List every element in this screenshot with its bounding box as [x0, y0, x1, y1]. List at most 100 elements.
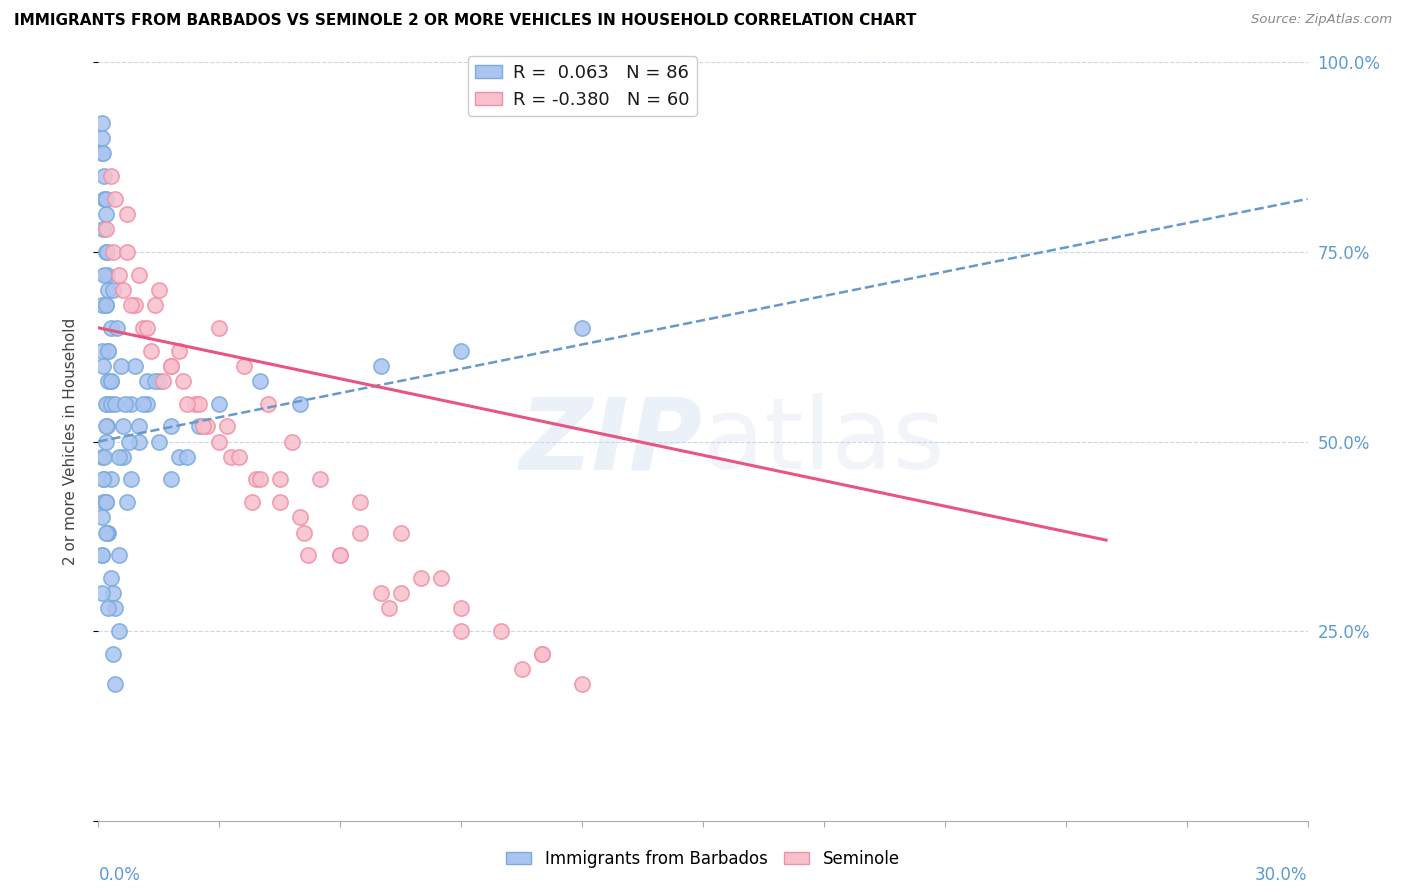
Point	[107, 548, 129, 563]
Point	[97, 525, 120, 540]
Point	[93, 450, 115, 464]
Point	[176, 450, 198, 464]
Point	[128, 268, 150, 282]
Point	[450, 601, 472, 615]
Point	[148, 283, 170, 297]
Point	[93, 192, 115, 206]
Point	[124, 359, 146, 373]
Point	[96, 434, 118, 449]
Point	[96, 525, 118, 540]
Point	[96, 396, 118, 410]
Point	[148, 434, 170, 449]
Point	[120, 298, 142, 312]
Point	[107, 624, 129, 639]
Point	[160, 473, 183, 487]
Point	[114, 396, 136, 410]
Point	[370, 586, 392, 600]
Point	[103, 396, 125, 410]
Point	[269, 473, 291, 487]
Point	[167, 450, 190, 464]
Point	[96, 268, 118, 282]
Point	[94, 495, 117, 509]
Point	[160, 359, 183, 373]
Point	[91, 359, 114, 373]
Point	[103, 677, 125, 691]
Point	[195, 419, 218, 434]
Point	[103, 192, 125, 206]
Point	[115, 495, 138, 509]
Y-axis label: 2 or more Vehicles in Household: 2 or more Vehicles in Household	[63, 318, 77, 566]
Point	[111, 419, 134, 434]
Point	[91, 473, 114, 487]
Text: Source: ZipAtlas.com: Source: ZipAtlas.com	[1251, 13, 1392, 27]
Point	[97, 374, 120, 388]
Point	[349, 525, 371, 540]
Point	[105, 320, 128, 334]
Point	[160, 419, 183, 434]
Point	[91, 510, 114, 524]
Point	[329, 548, 352, 563]
Point	[450, 343, 472, 358]
Point	[571, 677, 593, 691]
Point	[91, 146, 114, 161]
Point	[409, 571, 432, 585]
Point	[96, 419, 118, 434]
Legend: R =  0.063   N = 86, R = -0.380   N = 60: R = 0.063 N = 86, R = -0.380 N = 60	[468, 56, 696, 116]
Point	[288, 396, 311, 410]
Point	[184, 396, 207, 410]
Point	[90, 586, 112, 600]
Point	[450, 624, 472, 639]
Point	[91, 146, 114, 161]
Point	[208, 434, 231, 449]
Point	[90, 343, 112, 358]
Point	[128, 434, 150, 449]
Point	[269, 495, 291, 509]
Point	[176, 396, 198, 410]
Point	[232, 359, 254, 373]
Point	[329, 548, 352, 563]
Text: 30.0%: 30.0%	[1256, 866, 1308, 884]
Point	[152, 374, 174, 388]
Point	[297, 548, 319, 563]
Point	[94, 207, 117, 221]
Point	[91, 116, 114, 130]
Point	[103, 601, 125, 615]
Point	[96, 495, 118, 509]
Point	[115, 244, 138, 259]
Point	[135, 396, 157, 410]
Point	[139, 343, 162, 358]
Point	[292, 525, 315, 540]
Point	[91, 548, 114, 563]
Point	[96, 244, 118, 259]
Point	[94, 396, 117, 410]
Point	[115, 207, 138, 221]
Point	[132, 320, 155, 334]
Point	[97, 343, 120, 358]
Text: 0.0%: 0.0%	[98, 866, 141, 884]
Point	[172, 374, 194, 388]
Point	[148, 374, 170, 388]
Point	[240, 495, 263, 509]
Point	[188, 419, 211, 434]
Point	[249, 473, 271, 487]
Point	[101, 283, 124, 297]
Point	[228, 450, 250, 464]
Point	[94, 192, 117, 206]
Point	[389, 586, 412, 600]
Point	[96, 222, 118, 236]
Point	[143, 298, 166, 312]
Point	[100, 374, 122, 388]
Point	[90, 548, 112, 563]
Point	[167, 343, 190, 358]
Point	[97, 343, 120, 358]
Point	[208, 396, 231, 410]
Point	[100, 571, 122, 585]
Point	[91, 222, 114, 236]
Point	[571, 320, 593, 334]
Point	[101, 647, 124, 661]
Point	[370, 359, 392, 373]
Point	[111, 450, 134, 464]
Point	[100, 169, 122, 184]
Point	[510, 662, 533, 676]
Point	[120, 473, 142, 487]
